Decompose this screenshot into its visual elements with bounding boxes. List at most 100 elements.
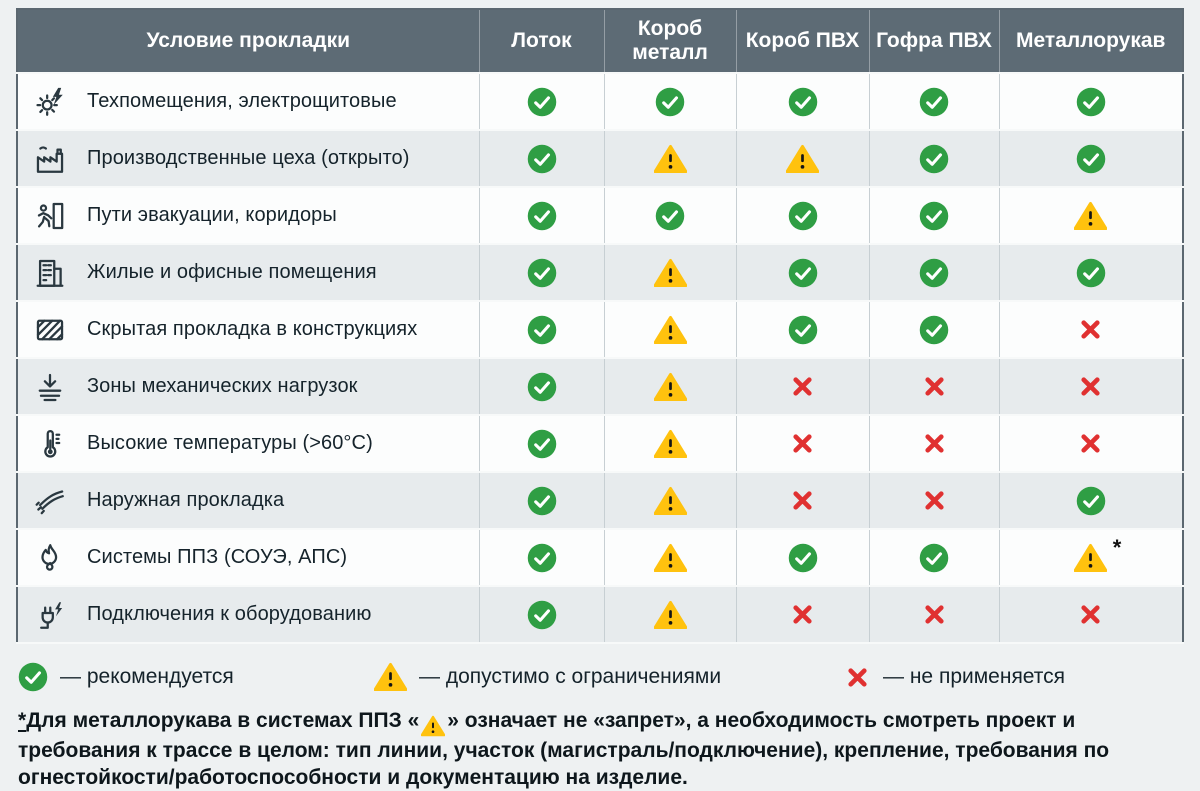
cross-icon: [789, 601, 816, 628]
check-icon: [1076, 144, 1106, 174]
mark-cell: [999, 187, 1183, 246]
mark-cell: [604, 472, 737, 531]
condition-label: Производственные цеха (открыто): [87, 147, 410, 170]
warning-icon: [653, 486, 687, 516]
mark-cell: [479, 130, 605, 189]
table-row: Системы ППЗ (СОУЭ, АПС) *: [17, 529, 1183, 588]
mark-cell: [736, 187, 870, 246]
mark-cell: [479, 187, 605, 246]
cross-icon: [1077, 430, 1104, 457]
check-icon: [527, 600, 557, 630]
mark-cell: [999, 130, 1183, 189]
mark-cell: [604, 358, 737, 417]
warning-icon: [421, 715, 446, 737]
condition-label: Скрытая прокладка в конструкциях: [87, 318, 418, 341]
condition-cell: Зоны механических нагрузок: [17, 358, 480, 417]
mark-cell: [479, 73, 605, 132]
table-row: Скрытая прокладка в конструкциях: [17, 301, 1183, 360]
warning-icon: [653, 543, 687, 573]
check-icon: [527, 372, 557, 402]
mark-cell: [736, 472, 870, 531]
compatibility-table: Условие прокладки Лоток Короб металл Кор…: [16, 8, 1184, 645]
check-icon: [919, 543, 949, 573]
table-row: Зоны механических нагрузок: [17, 358, 1183, 417]
mark-cell: [869, 472, 1000, 531]
cross-icon: [921, 373, 948, 400]
mark-cell: [736, 301, 870, 360]
legend: — рекомендуется — допустимо с ограничени…: [18, 659, 1182, 695]
cross-icon: [844, 664, 871, 691]
check-icon: [527, 258, 557, 288]
mark-cell: [604, 244, 737, 303]
check-icon: [527, 144, 557, 174]
check-icon: [655, 87, 685, 117]
footnote-asterisk: *: [18, 709, 27, 733]
mark-cell: [604, 415, 737, 474]
check-icon: [1076, 87, 1106, 117]
check-icon: [919, 87, 949, 117]
gear-bolt-icon: [30, 85, 70, 119]
mark-cell: [479, 586, 605, 645]
check-icon: [788, 87, 818, 117]
header-row: Условие прокладки Лоток Короб металл Кор…: [17, 9, 1183, 75]
warning-icon: [653, 372, 687, 402]
condition-label: Пути эвакуации, коридоры: [87, 204, 337, 227]
table-body: Техпомещения, электрощитовые Производстве…: [17, 73, 1183, 645]
condition-label: Техпомещения, электрощитовые: [87, 90, 397, 113]
table-row: Пути эвакуации, коридоры: [17, 187, 1183, 246]
check-icon: [527, 429, 557, 459]
mark-cell: [604, 130, 737, 189]
footnote-text-1: Для металлорукава в системах ППЗ «: [26, 709, 420, 733]
warning-icon: [786, 144, 819, 174]
building-icon: [30, 256, 70, 290]
mark-cell: [736, 244, 870, 303]
table-header: Условие прокладки Лоток Короб металл Кор…: [17, 9, 1183, 75]
mark-cell: [999, 586, 1183, 645]
mark-cell: [869, 529, 1000, 588]
table-row: Подключения к оборудованию: [17, 586, 1183, 645]
legend-item-limited: — допустимо с ограничениями: [374, 662, 844, 692]
check-icon: [527, 87, 557, 117]
warning-icon: [653, 258, 687, 288]
mark-cell: *: [999, 529, 1183, 588]
footnote: *Для металлорукава в системах ППЗ «» озн…: [18, 707, 1186, 791]
cross-icon: [789, 373, 816, 400]
warning-icon: [1074, 201, 1108, 231]
table-row: Высокие температуры (>60°C): [17, 415, 1183, 474]
condition-cell: Жилые и офисные помещения: [17, 244, 480, 303]
check-icon: [919, 201, 949, 231]
mark-cell: [479, 358, 605, 417]
check-icon: [527, 486, 557, 516]
check-icon: [788, 201, 818, 231]
table-row: Производственные цеха (открыто): [17, 130, 1183, 189]
mark-cell: [736, 358, 870, 417]
table-row: Наружная прокладка: [17, 472, 1183, 531]
thermometer-icon: [30, 427, 70, 461]
condition-cell: Скрытая прокладка в конструкциях: [17, 301, 480, 360]
condition-cell: Пути эвакуации, коридоры: [17, 187, 480, 246]
mark-cell: [736, 415, 870, 474]
mechanical-load-icon: [30, 370, 70, 404]
mark-cell: [869, 415, 1000, 474]
mark-cell: [479, 415, 605, 474]
check-icon: [1076, 486, 1106, 516]
fire-icon: [30, 541, 70, 575]
mark-cell: [869, 244, 1000, 303]
mark-cell: [736, 73, 870, 132]
condition-cell: Производственные цеха (открыто): [17, 130, 480, 189]
mark-cell: [479, 472, 605, 531]
mark-cell: [604, 73, 737, 132]
plug-bolt-icon: [30, 598, 70, 632]
warning-icon: [374, 662, 407, 692]
mark-cell: [869, 73, 1000, 132]
mark-cell: [869, 301, 1000, 360]
header-col-metallorukav: Металлорукав: [999, 9, 1183, 75]
footnote-asterisk-marker: *: [1112, 534, 1122, 560]
condition-label: Зоны механических нагрузок: [87, 375, 358, 398]
condition-label: Жилые и офисные помещения: [87, 261, 377, 284]
mark-cell: [604, 187, 737, 246]
factory-icon: [30, 142, 70, 176]
mark-cell: [869, 358, 1000, 417]
cross-icon: [1077, 316, 1104, 343]
